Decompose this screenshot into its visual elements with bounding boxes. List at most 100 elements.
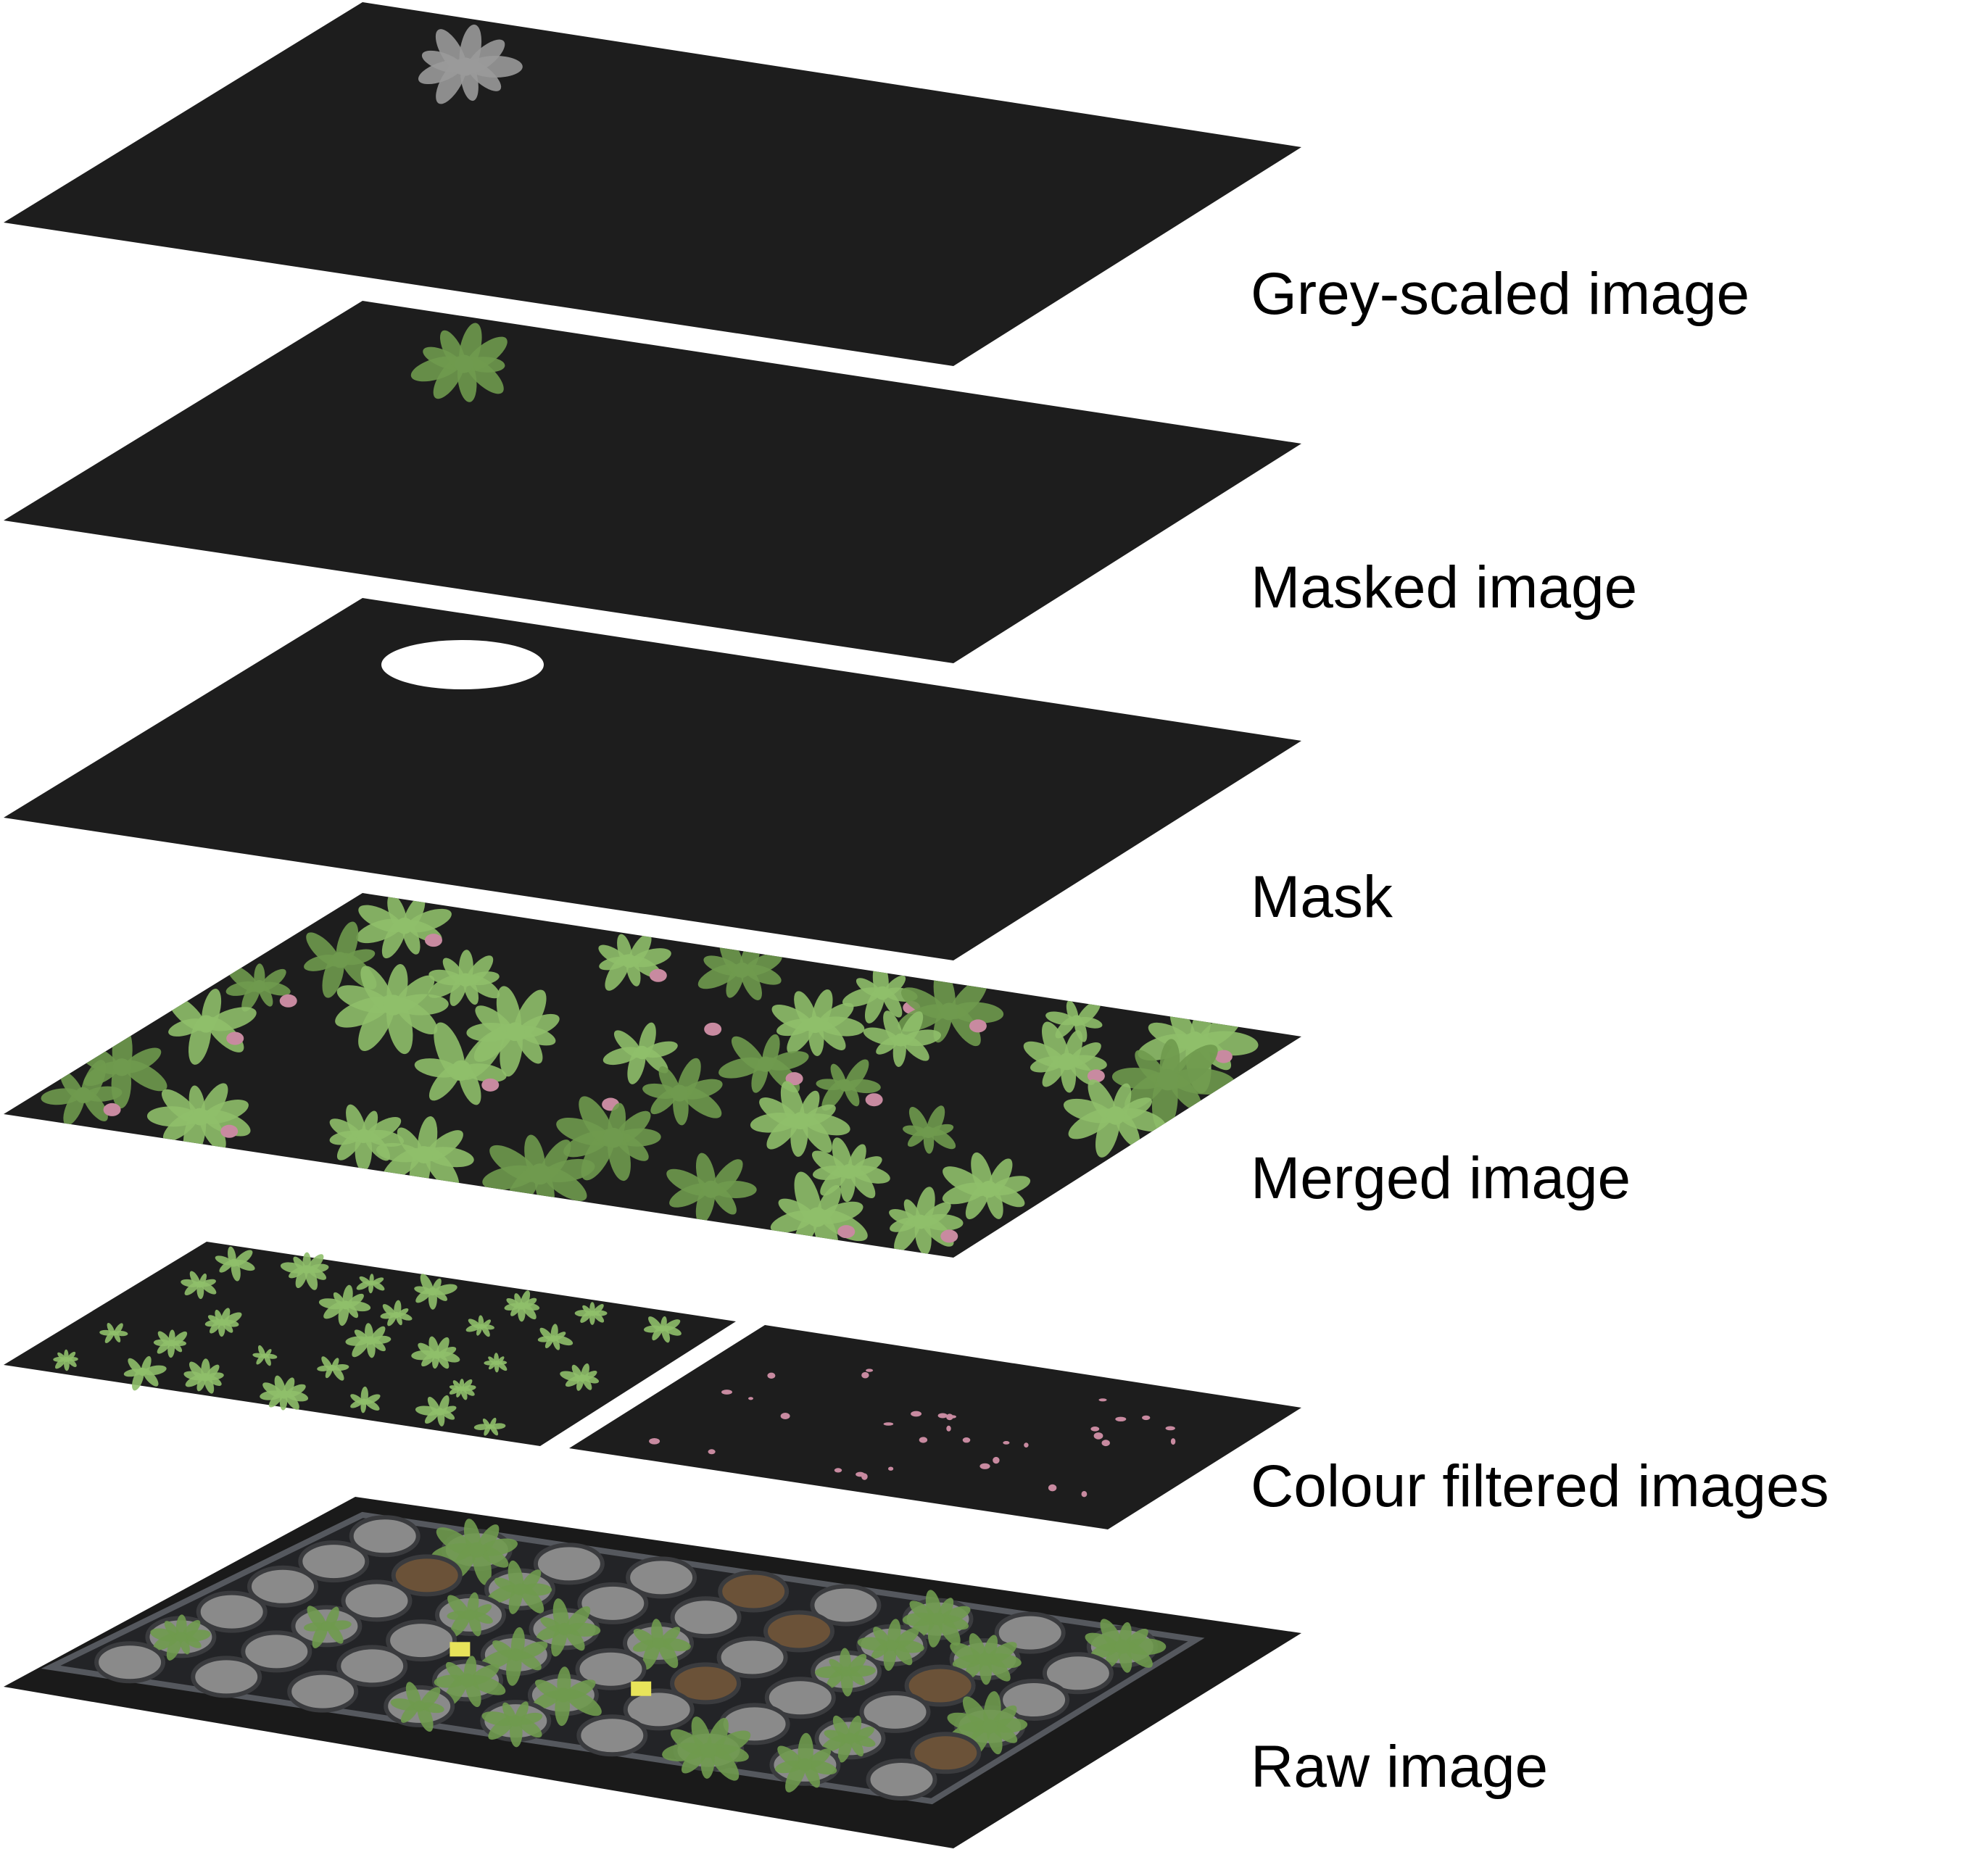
pink-leaf bbox=[937, 1413, 948, 1419]
rosette-icon bbox=[345, 1323, 392, 1358]
rosette-icon bbox=[449, 1379, 476, 1400]
label-raw: Raw image bbox=[1251, 1734, 1548, 1800]
label-tag-icon bbox=[631, 1681, 652, 1696]
rosette-icon bbox=[1085, 1619, 1167, 1673]
rosette-icon bbox=[504, 1290, 540, 1322]
merged-sheet bbox=[4, 893, 1301, 1258]
pink-leaf bbox=[837, 1225, 856, 1239]
pink-leaf bbox=[279, 994, 297, 1008]
rosette-icon bbox=[602, 1022, 678, 1084]
pink-leaf bbox=[946, 1413, 953, 1421]
rosette-icon bbox=[53, 1349, 78, 1371]
rosette-icon bbox=[537, 1598, 601, 1657]
pot-icon bbox=[904, 1664, 976, 1707]
rosette-icon bbox=[574, 1302, 608, 1325]
rosette-icon bbox=[486, 1560, 552, 1614]
pink-leaf bbox=[424, 934, 442, 947]
pot-icon bbox=[718, 1570, 790, 1613]
pot-icon bbox=[910, 1732, 982, 1774]
rosette-icon bbox=[318, 1284, 371, 1326]
pot-icon bbox=[763, 1610, 834, 1653]
pot-icon bbox=[191, 1656, 262, 1698]
pink-leaf bbox=[767, 1372, 776, 1379]
rosette-icon bbox=[815, 1648, 876, 1697]
label-colour-filtered: Colour filtered images bbox=[1251, 1453, 1829, 1519]
raw-tray bbox=[41, 1511, 1205, 1805]
pot-icon bbox=[866, 1758, 937, 1801]
pot-icon bbox=[859, 1690, 931, 1733]
filtered-green-plants bbox=[53, 1246, 682, 1436]
layer-grey-scaled bbox=[4, 2, 1301, 366]
pink-leaf bbox=[866, 1369, 874, 1372]
pink-leaf bbox=[919, 1437, 928, 1443]
pot-icon bbox=[576, 1714, 648, 1757]
rosette-icon bbox=[418, 24, 523, 104]
pink-leaf bbox=[1090, 1427, 1100, 1432]
rosette-icon bbox=[183, 1358, 224, 1394]
rosette-icon bbox=[537, 1324, 573, 1350]
layer-merged bbox=[4, 893, 1301, 1258]
pot-icon bbox=[298, 1540, 370, 1583]
grey-rosette-icon bbox=[418, 24, 523, 104]
pot-icon bbox=[196, 1590, 268, 1633]
pink-leaf bbox=[649, 968, 667, 982]
pink-leaf bbox=[649, 1438, 660, 1445]
pot-icon bbox=[810, 1584, 882, 1627]
rosette-icon bbox=[204, 1308, 242, 1337]
raw-tray-contents bbox=[94, 1515, 1167, 1801]
layer-masked bbox=[4, 301, 1301, 663]
pink-leaf bbox=[834, 1468, 842, 1473]
filtered-pink-plants bbox=[649, 1369, 1176, 1498]
rosette-icon bbox=[41, 1060, 123, 1126]
rosette-icon bbox=[123, 1355, 167, 1391]
rosette-icon bbox=[560, 1363, 600, 1391]
rosette-icon bbox=[380, 1300, 413, 1326]
rosette-icon bbox=[431, 1519, 518, 1585]
pot-icon bbox=[247, 1565, 318, 1608]
rosette-icon bbox=[411, 1336, 460, 1369]
pink-leaf bbox=[856, 1471, 865, 1477]
pot-icon bbox=[391, 1554, 463, 1597]
pink-leaf bbox=[1087, 1069, 1105, 1083]
pink-leaf bbox=[946, 1425, 951, 1432]
pink-leaf bbox=[979, 1463, 990, 1469]
label-masked: Masked image bbox=[1251, 555, 1637, 620]
rosette-icon bbox=[447, 1592, 493, 1637]
rosette-icon bbox=[942, 1152, 1031, 1220]
pot-icon bbox=[623, 1688, 695, 1731]
rosette-icon bbox=[415, 1395, 457, 1427]
pink-leaf bbox=[748, 1397, 753, 1400]
pot-icon bbox=[670, 1596, 742, 1639]
rosette-icon bbox=[428, 950, 500, 1006]
rosette-icon bbox=[556, 1096, 661, 1182]
rosette-icon bbox=[697, 936, 782, 1000]
rosette-icon bbox=[642, 1058, 723, 1126]
pot-icon bbox=[341, 1579, 413, 1622]
pink-leaf bbox=[1048, 1484, 1057, 1492]
rosette-icon bbox=[303, 1606, 352, 1648]
rosette-icon bbox=[153, 1329, 188, 1358]
pink-leaf bbox=[704, 1022, 722, 1036]
rosette-icon bbox=[484, 1353, 508, 1373]
rosette-icon bbox=[666, 1153, 757, 1224]
pink-leaf bbox=[888, 1466, 894, 1471]
pink-leaf bbox=[1024, 1442, 1029, 1448]
rosette-icon bbox=[771, 989, 865, 1056]
rosette-icon bbox=[1063, 1079, 1166, 1158]
rosette-icon bbox=[1023, 1021, 1107, 1093]
rosette-icon bbox=[167, 988, 257, 1065]
rosette-icon bbox=[356, 894, 452, 959]
rosette-icon bbox=[356, 1274, 385, 1294]
pot-icon bbox=[241, 1630, 312, 1673]
rosette-icon bbox=[750, 1081, 850, 1157]
pot-icon bbox=[670, 1662, 742, 1705]
rosette-icon bbox=[531, 1666, 602, 1727]
layer-mask bbox=[4, 598, 1301, 960]
rosette-icon bbox=[902, 1590, 971, 1648]
rosette-icon bbox=[903, 1105, 956, 1154]
mask-sheet bbox=[4, 598, 1301, 960]
rosette-icon bbox=[662, 1716, 751, 1781]
rosette-icon bbox=[414, 1022, 507, 1105]
pink-leaf bbox=[861, 1371, 869, 1379]
pink-leaf bbox=[1093, 1432, 1103, 1440]
